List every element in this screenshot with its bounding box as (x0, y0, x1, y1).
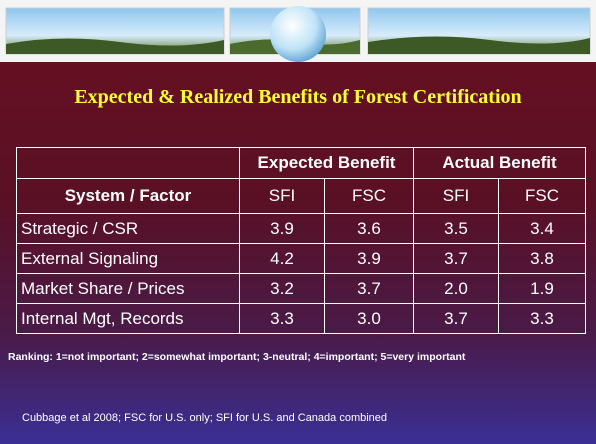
table-cell: 1.9 (499, 274, 586, 304)
table-cell: 3.7 (414, 304, 499, 334)
table-cell: 3.3 (240, 304, 325, 334)
column-header: FSC (499, 179, 586, 214)
column-header: FSC (325, 179, 414, 214)
table-cell: 3.6 (325, 214, 414, 244)
table-cell: 4.2 (240, 244, 325, 274)
table-cell: 3.9 (240, 214, 325, 244)
table-cell: 3.4 (499, 214, 586, 244)
table-cell: 3.9 (325, 244, 414, 274)
table-cell: 3.3 (499, 304, 586, 334)
header-cell (17, 148, 240, 179)
row-label: Strategic / CSR (17, 214, 240, 244)
column-header: SFI (240, 179, 325, 214)
ranking-note: Ranking: 1=not important; 2=somewhat imp… (8, 351, 465, 363)
source-note: Cubbage et al 2008; FSC for U.S. only; S… (22, 412, 387, 424)
group-header: Actual Benefit (414, 148, 586, 179)
slide: Expected & Realized Benefits of Forest C… (0, 0, 596, 444)
table-cell: 2.0 (414, 274, 499, 304)
table-cell: 3.7 (325, 274, 414, 304)
slide-title: Expected & Realized Benefits of Forest C… (0, 86, 596, 109)
table-cell: 3.2 (240, 274, 325, 304)
group-header: Expected Benefit (240, 148, 414, 179)
table-cell: 3.8 (499, 244, 586, 274)
row-label: Internal Mgt, Records (17, 304, 240, 334)
column-header: SFI (414, 179, 499, 214)
column-header: System / Factor (17, 179, 240, 214)
table-cell: 3.5 (414, 214, 499, 244)
row-label: Market Share / Prices (17, 274, 240, 304)
table-cell: 3.7 (414, 244, 499, 274)
banner (0, 0, 596, 62)
globe (270, 6, 326, 62)
row-label: External Signaling (17, 244, 240, 274)
table-cell: 3.0 (325, 304, 414, 334)
